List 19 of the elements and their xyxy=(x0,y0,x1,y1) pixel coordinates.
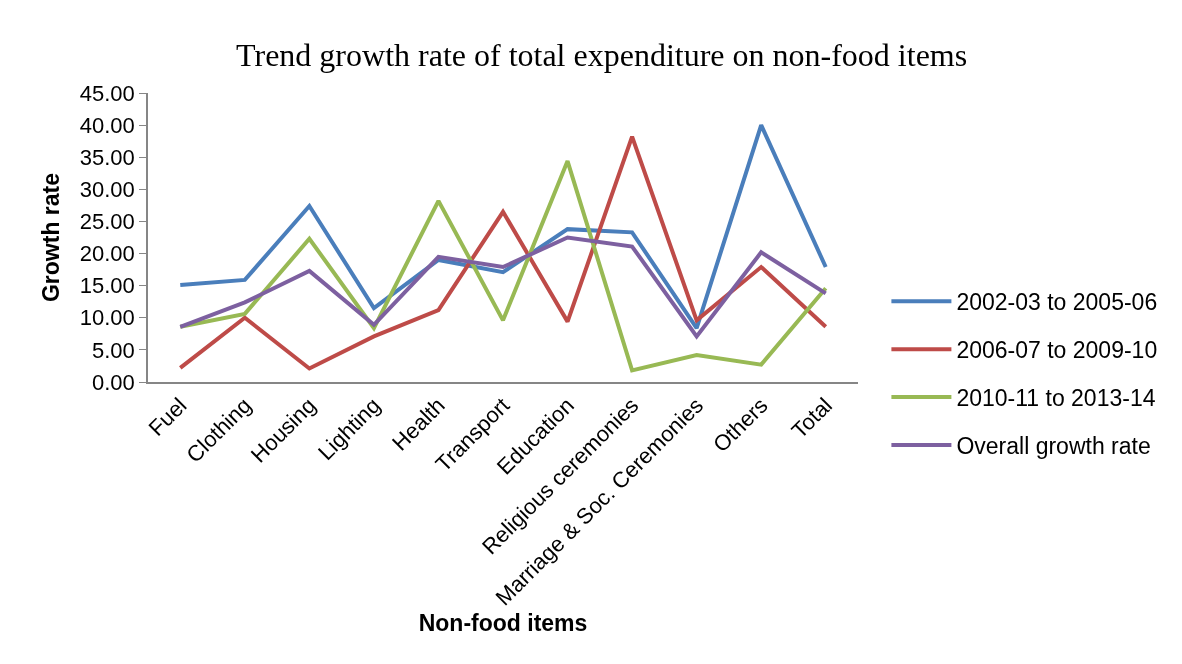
line-series xyxy=(178,123,828,331)
y-tick-label: 15.00 xyxy=(79,273,135,299)
legend-label: 2006-07 to 2009-10 xyxy=(956,337,1158,364)
y-tick-label: 25.00 xyxy=(79,209,135,235)
y-axis-title: Growth rate xyxy=(37,172,64,303)
y-tick-label: 35.00 xyxy=(79,144,135,170)
y-tick-label: 20.00 xyxy=(79,241,135,267)
y-tick-label: 40.00 xyxy=(79,112,135,138)
y-tick-label: 0.00 xyxy=(92,369,135,395)
y-tick-label: 45.00 xyxy=(79,80,135,106)
y-tick-label: 5.00 xyxy=(92,337,135,363)
legend-label: 2002-03 to 2005-06 xyxy=(956,289,1158,316)
chart-title: Trend growth rate of total expenditure on non-food items xyxy=(236,37,968,74)
legend-label: Overall growth rate xyxy=(956,432,1151,459)
y-tick-label: 10.00 xyxy=(79,305,135,331)
legend-label: 2010-11 to 2013-14 xyxy=(956,385,1156,412)
y-tick-label: 30.00 xyxy=(79,177,135,203)
line-series xyxy=(178,235,828,339)
x-axis-title: Non-food items xyxy=(418,610,588,637)
